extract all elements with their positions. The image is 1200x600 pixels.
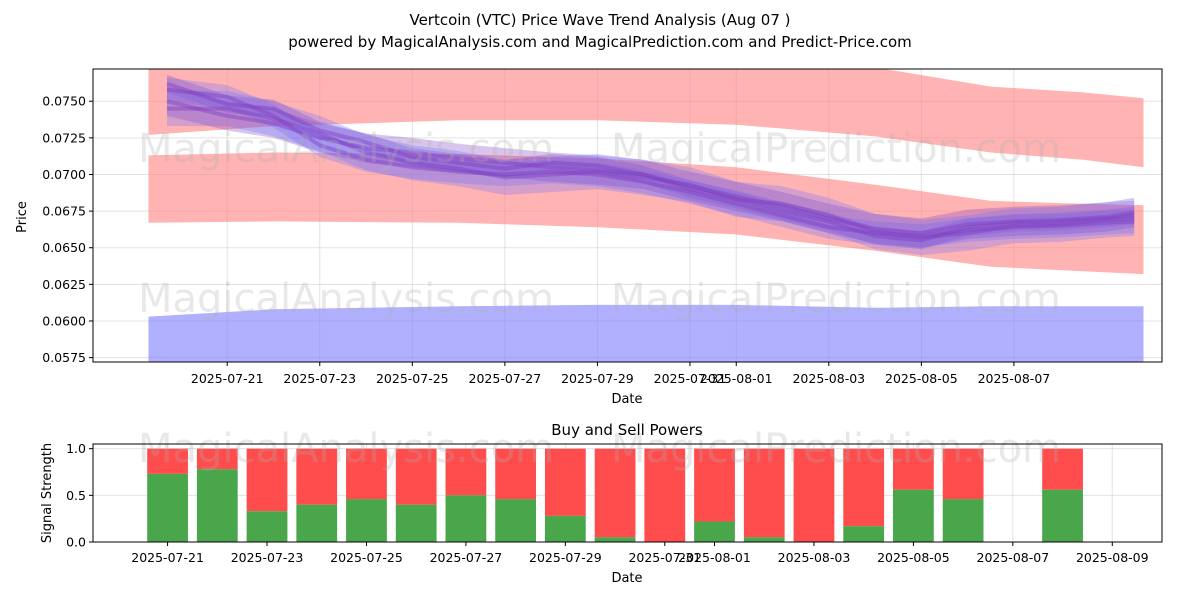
buy-bar: [544, 515, 586, 542]
price-x-tick-label: 2025-08-07: [978, 371, 1051, 386]
buy-bar: [594, 537, 636, 542]
buy-bar: [843, 526, 885, 542]
middle-red-band: [148, 152, 1144, 275]
sell-bar: [743, 448, 785, 538]
price-x-tick-label: 2025-07-23: [283, 371, 356, 386]
sell-bar: [445, 448, 487, 496]
wave-2-line: [166, 87, 1135, 238]
power-x-tick-label: 2025-07-23: [231, 550, 304, 565]
price-x-tick-label: 2025-08-05: [885, 371, 958, 386]
power-y-tick-label: 0.0: [66, 535, 86, 550]
power-x-tick-label: 2025-08-01: [678, 550, 751, 565]
sell-bar: [346, 448, 387, 500]
price-x-tick-label: 2025-08-01: [700, 371, 773, 386]
sell-bar: [843, 448, 885, 527]
price-plot-frame: [92, 68, 1163, 363]
power-x-tick-label: 2025-07-31: [628, 550, 701, 565]
price-x-tick-label: 2025-07-21: [191, 371, 264, 386]
sell-bar: [1042, 448, 1083, 490]
buy-bar: [296, 504, 338, 542]
sell-bar: [893, 448, 934, 490]
sell-bar: [196, 448, 238, 470]
power-y-tick-label: 1.0: [66, 441, 86, 456]
buy-bar: [694, 521, 735, 542]
price-x-tick-label: 2025-07-25: [376, 371, 449, 386]
sell-bar: [694, 448, 735, 522]
power-x-tick-label: 2025-08-09: [1076, 550, 1149, 565]
power-x-tick-label: 2025-07-29: [529, 550, 602, 565]
price-y-tick-label: 0.0575: [42, 350, 86, 365]
sell-bar: [793, 448, 835, 542]
buy-bar: [395, 504, 437, 542]
buy-bar: [147, 473, 188, 542]
wave-3-line: [166, 99, 1135, 236]
chart-title-line2: powered by MagicalAnalysis.com and Magic…: [288, 33, 912, 51]
sell-bar: [246, 448, 288, 512]
price-y-tick-label: 0.0750: [42, 94, 86, 109]
buy-sell-power-chart: MagicalAnalysis.com MagicalPrediction.com…: [66, 426, 1163, 565]
watermark-text: MagicalPrediction.com: [611, 276, 1061, 322]
sell-bar: [942, 448, 984, 500]
buy-bar: [1042, 489, 1083, 542]
price-y-tick-label: 0.0600: [42, 313, 86, 328]
wave-1-line: [166, 81, 1135, 243]
wave-3-ribbon: [167, 86, 1135, 248]
sell-bar: [544, 448, 586, 516]
price-chart-ylabel: Price: [15, 201, 30, 233]
buy-bar: [246, 511, 288, 542]
watermark-text: MagicalAnalysis.com: [138, 276, 554, 322]
power-plot-frame: [92, 443, 1163, 543]
price-x-tick-label: 2025-07-27: [469, 371, 542, 386]
sell-bar: [395, 448, 437, 505]
power-chart-title: Buy and Sell Powers: [551, 421, 703, 439]
buy-bar: [942, 499, 984, 542]
sell-bar: [495, 448, 537, 500]
price-x-tick-label: 2025-07-29: [561, 371, 634, 386]
power-x-tick-label: 2025-07-21: [131, 550, 204, 565]
buy-bar: [445, 495, 487, 542]
lower-blue-band: [148, 304, 1144, 362]
power-chart-xlabel: Date: [611, 571, 642, 586]
price-wave-chart: MagicalAnalysis.com MagicalPrediction.com…: [42, 68, 1163, 386]
wave-4-line: [167, 106, 1135, 240]
buy-bar: [196, 469, 238, 542]
sell-bar: [296, 448, 338, 505]
price-y-tick-label: 0.0625: [42, 277, 86, 292]
price-y-tick-label: 0.0650: [42, 240, 86, 255]
buy-bar: [893, 489, 934, 542]
power-y-tick-label: 0.5: [66, 488, 86, 503]
power-x-tick-label: 2025-08-05: [877, 550, 950, 565]
price-y-tick-label: 0.0700: [42, 167, 86, 182]
wave-2-ribbon: [167, 77, 1135, 248]
wave-4-ribbon: [167, 91, 1135, 256]
sell-bar: [147, 448, 188, 474]
upper-red-band: [148, 69, 1144, 168]
watermark-text: MagicalAnalysis.com: [138, 426, 554, 472]
buy-bar: [743, 537, 785, 542]
price-y-tick-label: 0.0675: [42, 204, 86, 219]
price-x-tick-label: 2025-07-31: [654, 371, 727, 386]
buy-bar: [346, 499, 387, 542]
buy-bar: [495, 499, 537, 542]
watermark-text: MagicalAnalysis.com: [138, 126, 554, 172]
power-chart-ylabel: Signal Strength: [40, 443, 55, 543]
power-x-tick-label: 2025-08-03: [778, 550, 851, 565]
watermark-text: MagicalPrediction.com: [611, 126, 1061, 172]
power-x-tick-label: 2025-08-07: [977, 550, 1050, 565]
power-x-tick-label: 2025-07-25: [330, 550, 403, 565]
price-y-tick-label: 0.0725: [42, 130, 86, 145]
price-plot-area: [148, 69, 1144, 362]
power-x-tick-label: 2025-07-27: [430, 550, 503, 565]
sell-bar: [594, 448, 636, 538]
sell-bar: [644, 448, 686, 542]
watermark-text: MagicalPrediction.com: [611, 426, 1061, 472]
price-chart-xlabel: Date: [611, 392, 642, 407]
chart-title-line1: Vertcoin (VTC) Price Wave Trend Analysis…: [409, 11, 790, 29]
price-x-tick-label: 2025-08-03: [792, 371, 865, 386]
